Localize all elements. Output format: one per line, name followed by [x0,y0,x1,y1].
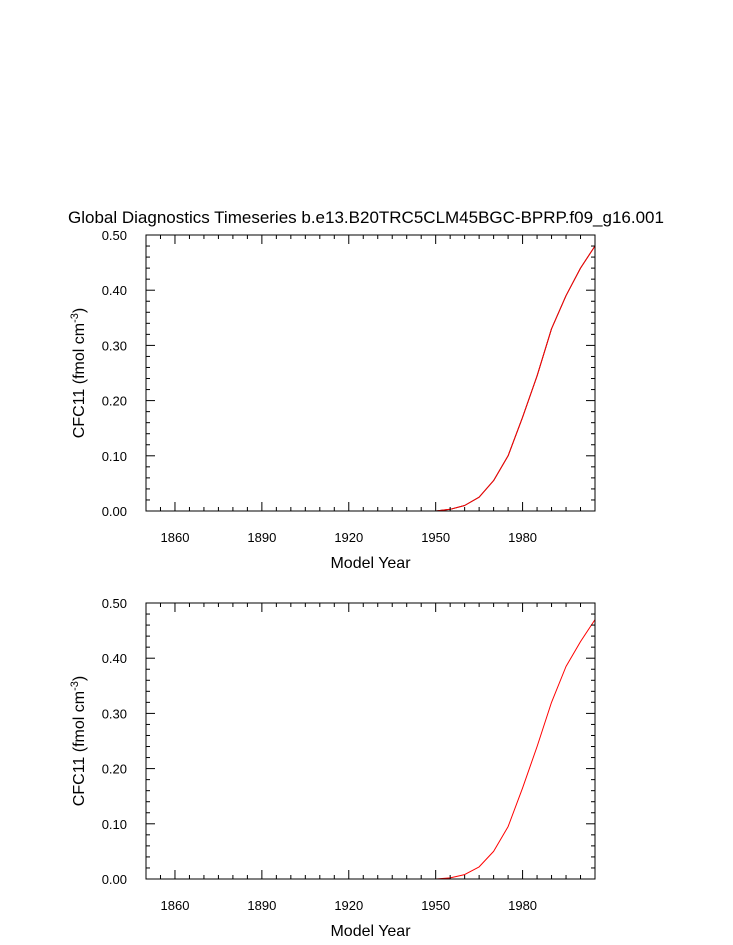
top-labels-layer: 1860 1890 1920 1950 1980 0.00 0.10 0.20 0.30 0.40… [102,228,537,545]
bottom-y-axis-label: CFC11 (fmol cm-3) [69,676,88,806]
top-panel: 1860 1890 1920 1950 1980 0.00 0.10 0.20 0.30 0.40… [69,228,596,572]
top-x-tick-label: 1920 [334,530,363,545]
figure-title: Global Diagnostics Timeseries b.e13.B20T… [68,208,664,227]
top-y-axis-label: CFC11 (fmol cm-3) [69,308,88,438]
top-x-tick-label: 1950 [421,530,450,545]
top-series-line-1 [146,245,596,512]
bottom-series-line-0 [146,619,596,880]
bottom-x-tick-label: 1890 [247,898,276,913]
bottom-y-tick-label: 0.10 [102,817,127,832]
top-y-tick-label: 0.20 [102,394,127,409]
bottom-x-tick-label: 1980 [508,898,537,913]
bottom-y-tick-label: 0.20 [102,762,127,777]
top-plot-frame [145,234,596,512]
top-ticks-layer [146,234,596,512]
top-series-line-0 [146,245,596,512]
top-x-axis-label: Model Year [330,555,411,572]
top-x-tick-label: 1860 [161,530,190,545]
top-y-axis-label-main: CFC11 (fmol cm [71,323,88,438]
top-y-tick-label: 0.10 [102,449,127,464]
bottom-labels-layer: 1860 1890 1920 1950 1980 0.00 0.10 0.20 0.30 0.40… [102,596,537,913]
bottom-x-tick-label: 1950 [421,898,450,913]
bottom-y-tick-label: 0.00 [102,872,127,887]
bottom-x-tick-label: 1920 [334,898,363,913]
top-y-tick-label: 0.50 [102,228,127,243]
bottom-y-axis-label-close: ) [71,676,88,681]
bottom-x-axis-label: Model Year [330,923,411,940]
bottom-y-tick-label: 0.30 [102,706,127,721]
bottom-x-tick-label: 1860 [161,898,190,913]
bottom-y-tick-label: 0.40 [102,651,127,666]
bottom-y-axis-label-main: CFC11 (fmol cm [71,691,88,806]
top-x-tick-label: 1890 [247,530,276,545]
bottom-y-axis-label-sup: -3 [69,681,81,691]
top-y-tick-label: 0.40 [102,283,127,298]
bottom-panel: 1860 1890 1920 1950 1980 0.00 0.10 0.20 0.30 0.40… [69,596,596,940]
bottom-plot-frame [145,602,596,880]
top-y-tick-label: 0.00 [102,504,127,519]
bottom-ticks-layer [146,602,596,880]
top-x-tick-label: 1980 [508,530,537,545]
bottom-y-tick-label: 0.50 [102,596,127,611]
top-series-layer [146,245,596,512]
bottom-series-layer [146,619,596,880]
top-y-tick-label: 0.30 [102,338,127,353]
top-y-axis-label-close: ) [71,308,88,313]
top-y-axis-label-sup: -3 [69,313,81,323]
